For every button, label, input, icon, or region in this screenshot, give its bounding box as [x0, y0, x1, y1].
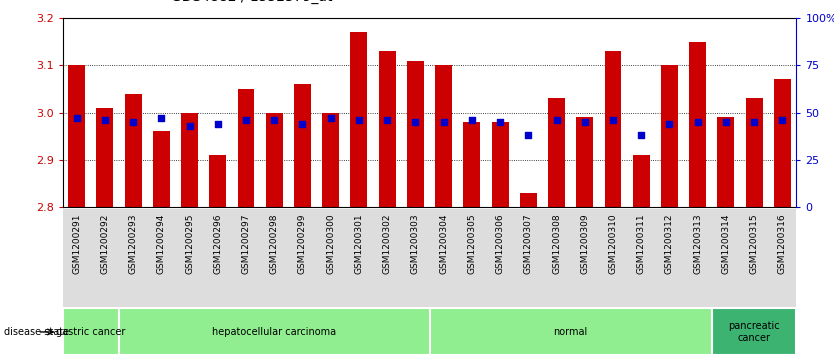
Text: GSM1200312: GSM1200312 — [665, 213, 674, 274]
Point — [324, 115, 338, 121]
Bar — [491, 122, 509, 207]
Text: hepatocellular carcinoma: hepatocellular carcinoma — [212, 327, 336, 337]
Text: GSM1200301: GSM1200301 — [354, 213, 364, 274]
Point — [296, 121, 309, 127]
Bar — [68, 65, 85, 207]
Bar — [266, 113, 283, 207]
Point — [239, 117, 253, 123]
Bar — [746, 98, 762, 207]
Bar — [548, 98, 565, 207]
Point — [70, 115, 83, 121]
Point — [380, 117, 394, 123]
Bar — [605, 51, 621, 207]
Bar — [97, 108, 113, 207]
Text: disease state: disease state — [4, 327, 69, 337]
Text: pancreatic
cancer: pancreatic cancer — [728, 321, 780, 343]
Bar — [294, 84, 311, 207]
Text: normal: normal — [554, 327, 588, 337]
Bar — [774, 79, 791, 207]
Text: GSM1200306: GSM1200306 — [495, 213, 505, 274]
Point — [719, 119, 732, 125]
Bar — [379, 51, 395, 207]
Text: GSM1200299: GSM1200299 — [298, 213, 307, 274]
Text: GSM1200297: GSM1200297 — [242, 213, 250, 274]
FancyBboxPatch shape — [430, 309, 711, 355]
Bar — [153, 131, 170, 207]
Text: GSM1200303: GSM1200303 — [411, 213, 420, 274]
Bar — [322, 113, 339, 207]
Point — [409, 119, 422, 125]
Point — [465, 117, 479, 123]
Point — [521, 132, 535, 138]
Point — [635, 132, 648, 138]
Bar — [717, 117, 735, 207]
Text: GSM1200292: GSM1200292 — [100, 213, 109, 274]
Point — [98, 117, 112, 123]
Bar — [520, 193, 537, 207]
Point — [211, 121, 224, 127]
Point — [154, 115, 168, 121]
Text: GSM1200311: GSM1200311 — [636, 213, 646, 274]
Bar — [181, 113, 198, 207]
Point — [268, 117, 281, 123]
Text: GDS4882 / 1552379_at: GDS4882 / 1552379_at — [171, 0, 333, 4]
Bar — [124, 94, 142, 207]
Text: GSM1200296: GSM1200296 — [214, 213, 223, 274]
Point — [183, 123, 196, 129]
Bar — [464, 122, 480, 207]
Point — [663, 121, 676, 127]
Point — [127, 119, 140, 125]
Text: GSM1200295: GSM1200295 — [185, 213, 194, 274]
Point — [606, 117, 620, 123]
Point — [352, 117, 365, 123]
Bar — [350, 32, 368, 207]
Text: GSM1200315: GSM1200315 — [750, 213, 759, 274]
Bar — [576, 117, 593, 207]
Text: GSM1200300: GSM1200300 — [326, 213, 335, 274]
Text: GSM1200309: GSM1200309 — [580, 213, 590, 274]
Text: GSM1200293: GSM1200293 — [128, 213, 138, 274]
Bar — [689, 42, 706, 207]
Text: GSM1200314: GSM1200314 — [721, 213, 731, 274]
Point — [776, 117, 789, 123]
FancyBboxPatch shape — [63, 309, 119, 355]
Bar — [435, 65, 452, 207]
Point — [494, 119, 507, 125]
FancyBboxPatch shape — [711, 309, 796, 355]
Text: GSM1200316: GSM1200316 — [778, 213, 786, 274]
Text: GSM1200305: GSM1200305 — [467, 213, 476, 274]
Text: GSM1200310: GSM1200310 — [609, 213, 617, 274]
Text: GSM1200304: GSM1200304 — [440, 213, 448, 274]
FancyBboxPatch shape — [119, 309, 430, 355]
Text: GSM1200298: GSM1200298 — [269, 213, 279, 274]
Text: GSM1200307: GSM1200307 — [524, 213, 533, 274]
Text: GSM1200313: GSM1200313 — [693, 213, 702, 274]
Point — [550, 117, 563, 123]
Text: gastric cancer: gastric cancer — [56, 327, 125, 337]
Text: GSM1200294: GSM1200294 — [157, 213, 166, 274]
Bar — [238, 89, 254, 207]
Bar — [407, 61, 424, 207]
Point — [437, 119, 450, 125]
Bar — [661, 65, 678, 207]
Bar — [633, 155, 650, 207]
Bar — [209, 155, 226, 207]
Text: GSM1200291: GSM1200291 — [73, 213, 81, 274]
Text: GSM1200308: GSM1200308 — [552, 213, 561, 274]
Point — [578, 119, 591, 125]
Text: GSM1200302: GSM1200302 — [383, 213, 392, 274]
Point — [691, 119, 705, 125]
Point — [747, 119, 761, 125]
